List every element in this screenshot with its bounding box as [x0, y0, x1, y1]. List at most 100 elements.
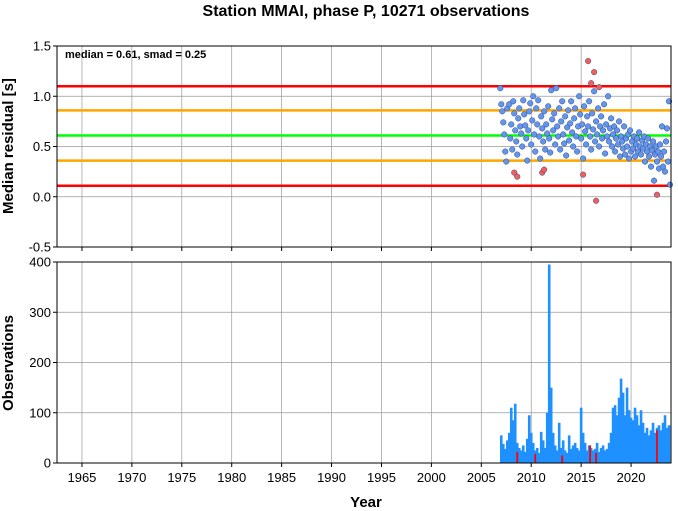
residual-point: [624, 143, 631, 150]
observation-bar: [615, 415, 619, 463]
observation-bar: [595, 442, 599, 463]
observation-bar: [603, 450, 607, 463]
residual-point: [650, 177, 658, 184]
observation-bar: [601, 445, 605, 463]
residual-point: [529, 117, 536, 124]
residual-point: [560, 131, 567, 138]
observation-bar: [545, 412, 549, 463]
observation-bar: [661, 422, 665, 463]
x-tick-label: 1965: [67, 470, 96, 485]
observation-bar: [621, 392, 625, 463]
observation-bar: [561, 455, 564, 463]
residual-point: [644, 135, 652, 142]
observation-bar: [527, 415, 531, 463]
residual-point: [594, 131, 601, 138]
observation-bar: [593, 448, 597, 463]
x-tick-label: 1970: [117, 470, 146, 485]
observations-y-tick-label: 300: [29, 305, 51, 320]
residual-point: [592, 138, 599, 145]
residual-point: [499, 108, 506, 115]
observation-bar: [531, 442, 535, 463]
residual-point: [621, 123, 628, 130]
residual-point: [513, 138, 520, 145]
residual-point: [518, 130, 525, 137]
residual-y-tick-label: 0.0: [33, 189, 51, 204]
observations-y-axis-label: Observations: [0, 315, 17, 411]
observation-bar: [665, 427, 669, 463]
residual-point: [580, 171, 587, 178]
observation-bar: [583, 442, 587, 463]
residual-point: [514, 173, 521, 180]
observation-bar: [627, 410, 631, 463]
residual-point: [614, 127, 621, 134]
residual-point: [561, 140, 568, 147]
observation-bar: [617, 397, 621, 463]
residual-point: [563, 152, 570, 159]
observation-bar: [585, 450, 589, 463]
residual-point: [601, 101, 608, 108]
residual-point: [582, 128, 589, 135]
residual-point: [540, 138, 547, 145]
residual-point: [569, 129, 576, 136]
observation-bar: [509, 407, 513, 463]
residual-point: [511, 169, 518, 176]
observation-bar: [589, 447, 593, 463]
observation-bar: [503, 448, 507, 463]
x-axis-label: Year: [350, 494, 382, 511]
residual-point: [539, 125, 546, 132]
observation-bar: [534, 453, 537, 463]
observation-bar: [609, 432, 613, 463]
observation-bar: [543, 447, 547, 463]
observation-bar: [547, 264, 551, 463]
residual-point: [568, 98, 575, 105]
observation-bar: [597, 451, 601, 463]
residual-point: [589, 110, 596, 117]
observation-bar: [643, 432, 647, 463]
observation-bar: [637, 425, 641, 463]
observation-bar: [607, 442, 611, 463]
residual-point: [549, 116, 556, 123]
residual-point: [562, 113, 569, 120]
residual-point: [550, 127, 557, 134]
residual-point: [533, 105, 540, 112]
residual-point: [590, 126, 597, 133]
residual-point: [508, 121, 515, 128]
residual-point: [593, 197, 600, 204]
observations-bars: [499, 264, 671, 463]
observation-bar: [577, 450, 581, 463]
residual-point: [519, 143, 526, 150]
observations-y-tick-label: 400: [29, 255, 51, 270]
observations-x-ticks: 1965 1970 1975 1980 1985 1990 1995 2000 2005 2010…: [67, 463, 646, 485]
residual-point: [537, 155, 544, 162]
residual-point: [643, 148, 651, 155]
observation-bar: [667, 425, 671, 463]
residual-point: [554, 123, 561, 130]
residual-point: [522, 122, 529, 129]
residual-point: [528, 141, 535, 148]
residual-point: [534, 121, 541, 128]
residual-point: [532, 148, 539, 155]
residual-point: [527, 100, 534, 107]
residual-point: [604, 133, 611, 140]
residual-point: [602, 150, 609, 157]
residual-point: [583, 141, 590, 148]
residual-point: [541, 166, 548, 173]
observation-bar: [589, 445, 592, 463]
observation-bar: [541, 440, 545, 463]
observation-bar: [507, 432, 511, 463]
residual-point: [546, 135, 553, 142]
residual-point: [600, 127, 607, 134]
observation-bar: [565, 452, 569, 463]
residual-point: [611, 123, 618, 130]
residual-point: [585, 123, 592, 130]
residual-point: [612, 148, 619, 155]
residual-point: [536, 133, 543, 140]
residual-point: [514, 151, 521, 158]
observation-bar: [659, 430, 663, 463]
observations-y-tick-label: 200: [29, 355, 51, 370]
observation-bar: [657, 425, 661, 463]
observation-bar: [625, 387, 629, 463]
residual-point: [521, 111, 528, 118]
residual-point: [657, 153, 665, 160]
